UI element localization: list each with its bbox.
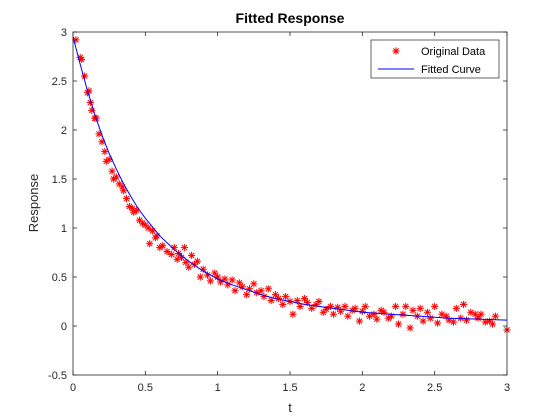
data-point xyxy=(228,276,236,284)
data-point xyxy=(355,317,364,325)
y-tick-label: 2 xyxy=(61,125,67,137)
data-point xyxy=(274,294,283,303)
data-point xyxy=(488,320,497,328)
data-point xyxy=(433,319,442,327)
data-point xyxy=(257,287,265,295)
y-tick-label: 0 xyxy=(61,321,67,333)
data-point xyxy=(423,308,432,316)
chart-title: Fitted Response xyxy=(236,10,345,26)
data-point xyxy=(267,296,275,305)
data-point xyxy=(118,183,126,191)
data-point xyxy=(394,320,403,328)
data-point xyxy=(351,304,359,312)
data-point xyxy=(419,317,427,325)
legend-label-original-data: Original Data xyxy=(421,46,486,58)
legend-asterisk-icon xyxy=(392,47,400,55)
data-point xyxy=(380,308,388,316)
data-point xyxy=(449,318,458,326)
data-point xyxy=(300,294,309,303)
data-point xyxy=(409,306,417,314)
data-point xyxy=(224,281,232,289)
y-tick-label: 3 xyxy=(61,27,67,39)
plot-border xyxy=(72,31,508,376)
x-tick-label: 0.5 xyxy=(138,382,153,394)
data-point xyxy=(474,314,482,322)
data-point xyxy=(460,300,468,309)
data-point xyxy=(193,257,202,265)
data-point xyxy=(120,187,128,195)
data-point xyxy=(431,302,439,310)
data-point xyxy=(122,195,131,203)
data-point xyxy=(426,314,434,322)
data-point xyxy=(185,263,193,271)
data-point xyxy=(203,271,212,279)
data-point xyxy=(358,307,366,315)
data-point xyxy=(282,293,290,301)
y-axis-label: Response xyxy=(26,174,41,233)
x-tick-label: 2.5 xyxy=(427,382,442,394)
data-point xyxy=(341,302,349,310)
legend: Original Data Fitted Curve xyxy=(370,39,500,79)
data-point xyxy=(416,304,424,312)
y-tick-label: 2.5 xyxy=(52,76,67,88)
data-point xyxy=(188,251,196,260)
data-point xyxy=(196,273,204,281)
data-point xyxy=(206,277,215,285)
y-tick-label: 0.5 xyxy=(52,272,67,284)
data-point xyxy=(315,297,323,306)
y-tick-label: 1.5 xyxy=(52,174,67,186)
data-point xyxy=(163,247,171,256)
data-point xyxy=(373,315,381,323)
data-point xyxy=(392,302,400,310)
data-point xyxy=(399,310,407,318)
data-point xyxy=(329,310,337,318)
data-point xyxy=(216,278,225,286)
data-point xyxy=(279,300,287,309)
data-point xyxy=(402,302,410,310)
data-point xyxy=(159,242,167,250)
data-point xyxy=(112,173,120,181)
x-tick-label: 2 xyxy=(359,382,365,394)
plot-content xyxy=(72,36,511,334)
y-tick-label: 1 xyxy=(61,223,67,235)
data-point xyxy=(144,224,152,232)
data-point xyxy=(231,287,239,295)
data-point xyxy=(146,240,154,248)
data-point xyxy=(308,304,316,312)
legend-marker-original-data xyxy=(392,47,400,55)
x-tick-label: 3 xyxy=(504,382,510,394)
data-point xyxy=(289,310,297,318)
data-point xyxy=(491,312,500,320)
data-point xyxy=(452,304,460,312)
data-point xyxy=(221,275,229,283)
x-tick-label: 1 xyxy=(215,382,221,394)
data-point xyxy=(243,291,251,299)
data-point xyxy=(250,280,258,288)
data-point xyxy=(101,147,109,156)
data-point xyxy=(211,269,219,277)
plot-area xyxy=(73,32,507,375)
data-point xyxy=(326,302,335,310)
data-point xyxy=(406,324,414,332)
x-axis-label: t xyxy=(288,400,292,415)
x-tick-label: 1.5 xyxy=(282,382,297,394)
x-tick-label: 0 xyxy=(70,382,76,394)
data-point xyxy=(361,302,369,310)
data-point xyxy=(271,291,280,299)
data-point xyxy=(108,167,116,175)
data-point xyxy=(344,312,352,320)
data-point xyxy=(264,285,272,293)
data-point xyxy=(167,250,175,259)
fitted-curve-line xyxy=(72,36,508,321)
data-point xyxy=(235,279,243,287)
data-point xyxy=(462,316,471,324)
legend-box xyxy=(370,39,500,79)
original-data-markers xyxy=(72,36,511,334)
data-point xyxy=(477,310,485,318)
data-point xyxy=(180,244,188,252)
y-tick-label: -0.5 xyxy=(48,370,67,382)
legend-label-fitted-curve: Fitted Curve xyxy=(421,64,481,76)
